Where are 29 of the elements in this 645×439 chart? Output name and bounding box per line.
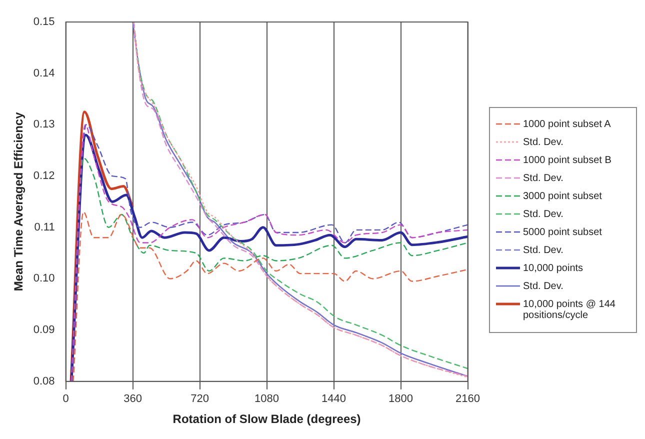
legend-label: Std. Dev. [523, 280, 564, 292]
legend-label: 1000 point subset B [523, 154, 612, 166]
legend-label: Std. Dev. [523, 172, 564, 184]
x-tick-label: 2160 [456, 393, 480, 406]
legend-label: 5000 point subset [523, 226, 602, 238]
line-series [72, 211, 468, 382]
y-tick-label: 0.14 [33, 67, 55, 80]
y-axis-title: Mean Time Averaged Efficiency [12, 112, 26, 292]
legend-label: Std. Dev. [523, 208, 564, 220]
y-tick-label: 0.09 [33, 324, 55, 336]
legend-label: 10,000 points @ 144 positions/cycle [523, 298, 616, 320]
y-tick-label: 0.13 [33, 118, 55, 131]
x-tick-label: 1440 [322, 393, 346, 406]
y-tick-label: 0.10 [33, 272, 55, 285]
legend-label: Std. Dev. [523, 136, 564, 148]
x-axis-title: Rotation of Slow Blade (degrees) [172, 412, 361, 426]
legend-label: Std. Dev. [523, 244, 564, 256]
legend-label: 3000 point subset [523, 190, 602, 202]
x-tick-label: 1080 [254, 393, 280, 406]
x-tick-label: 0 [62, 393, 69, 406]
y-tick-label: 0.08 [33, 375, 55, 388]
x-tick-label: 720 [190, 393, 209, 406]
legend-label: 1000 point subset A [523, 118, 611, 130]
x-tick-label: 1800 [388, 393, 414, 406]
y-tick-label: 0.15 [33, 16, 55, 28]
y-tick-label: 0.12 [33, 170, 55, 182]
x-tick-label: 360 [124, 393, 142, 406]
y-tick-label: 0.11 [34, 221, 55, 234]
legend-label: 10,000 points [523, 262, 584, 274]
